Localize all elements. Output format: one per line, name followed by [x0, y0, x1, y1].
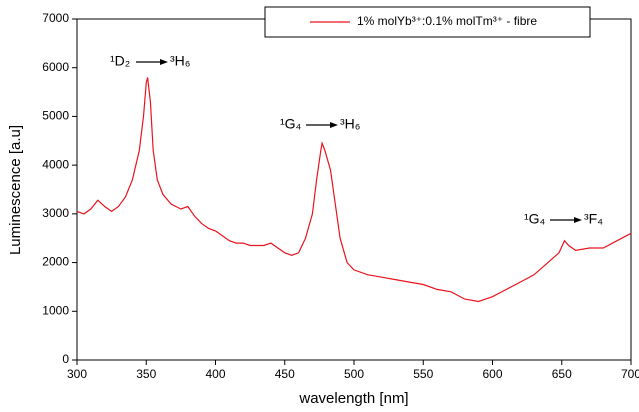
x-tick-label: 300 [67, 367, 87, 381]
x-tick-label: 500 [344, 367, 364, 381]
y-tick-label: 5000 [42, 109, 69, 123]
x-tick-label: 450 [275, 367, 295, 381]
x-tick-label: 650 [552, 367, 572, 381]
x-tick-label: 400 [205, 367, 225, 381]
y-tick-label: 7000 [42, 11, 69, 25]
annotation-to: ³H₆ [340, 116, 360, 132]
x-tick-label: 350 [136, 367, 156, 381]
y-axis-label: Luminescence [a.u] [7, 125, 24, 255]
annotation-from: ¹G₄ [280, 116, 302, 132]
x-tick-label: 700 [621, 367, 639, 381]
y-tick-label: 0 [62, 352, 69, 366]
y-tick-label: 6000 [42, 60, 69, 74]
y-tick-label: 4000 [42, 157, 69, 171]
legend-label: 1% molYb³⁺:0.1% molTm³⁺ - fibre [357, 14, 537, 28]
annotation-arrowhead [330, 122, 338, 128]
y-tick-label: 1000 [42, 303, 69, 317]
x-axis-label: wavelength [nm] [298, 390, 408, 407]
annotation-arrowhead [160, 59, 168, 65]
y-tick-label: 2000 [42, 255, 69, 269]
annotation-to: ³H₆ [170, 53, 190, 69]
annotation-from: ¹G₄ [524, 211, 546, 227]
x-tick-label: 600 [482, 367, 502, 381]
annotation-from: ¹D₂ [110, 53, 130, 69]
x-tick-label: 550 [413, 367, 433, 381]
annotation-to: ³F₄ [584, 211, 603, 227]
y-tick-label: 3000 [42, 206, 69, 220]
annotation-arrowhead [574, 217, 582, 223]
spectrum-line [76, 77, 632, 303]
